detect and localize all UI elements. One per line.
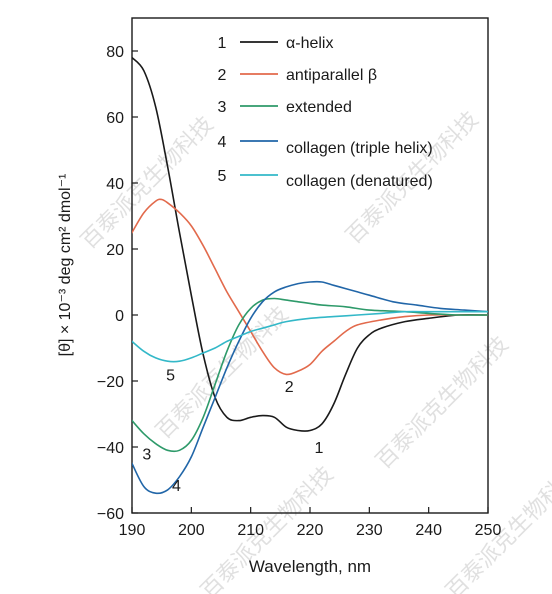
y-tick-label: −20 xyxy=(97,374,124,391)
legend-label: α-helix xyxy=(286,35,333,52)
y-tick-label: 80 xyxy=(106,44,124,61)
x-tick-label: 190 xyxy=(119,522,146,539)
legend-label: extended xyxy=(286,99,352,116)
series-line-antiparallel xyxy=(132,198,488,376)
y-tick-label: −60 xyxy=(97,506,124,523)
y-tick-label: 0 xyxy=(115,308,124,325)
x-tick-label: 240 xyxy=(415,522,442,539)
x-tick-label: 210 xyxy=(237,522,264,539)
legend-number: 4 xyxy=(218,134,227,151)
legend-number: 2 xyxy=(218,67,227,84)
legend: 1 α-helix 2 antiparallel β 3 extended 4 … xyxy=(218,35,433,190)
x-tick-label: 250 xyxy=(475,522,502,539)
y-tick-label: 40 xyxy=(106,176,124,193)
watermark: 百泰派克生物科技 xyxy=(77,112,219,254)
x-axis-ticks: 190 200 210 220 230 240 250 xyxy=(119,507,502,539)
x-axis-label: Wavelength, nm xyxy=(249,557,371,576)
legend-label: collagen (triple helix) xyxy=(286,140,433,157)
y-axis-ticks: 80 60 40 20 0 −20 −40 −60 xyxy=(97,44,138,523)
x-tick-label: 200 xyxy=(178,522,205,539)
watermark: 百泰派克生物科技 xyxy=(372,332,514,474)
series-line-extended xyxy=(132,297,488,453)
legend-label: collagen (denatured) xyxy=(286,173,433,190)
y-tick-label: −40 xyxy=(97,440,124,457)
legend-number: 1 xyxy=(218,35,227,52)
series-line-collagen-denatured xyxy=(132,310,488,363)
y-axis-label: [θ] × 10⁻³ deg cm² dmol⁻¹ xyxy=(57,174,74,357)
series-layer xyxy=(132,56,488,495)
curve-label: 1 xyxy=(314,440,323,457)
series-line-helix xyxy=(132,56,488,432)
x-tick-label: 220 xyxy=(297,522,324,539)
series-line-collagen-triple-helix xyxy=(132,280,488,495)
legend-number: 5 xyxy=(218,168,227,185)
y-tick-label: 60 xyxy=(106,110,124,127)
curve-labels: 1 2 3 4 5 xyxy=(142,367,323,495)
curve-label: 4 xyxy=(172,478,181,495)
legend-label: antiparallel β xyxy=(286,67,377,84)
curve-label: 2 xyxy=(285,379,294,396)
y-tick-label: 20 xyxy=(106,242,124,259)
curve-label: 5 xyxy=(166,367,175,384)
x-tick-label: 230 xyxy=(356,522,383,539)
legend-number: 3 xyxy=(218,99,227,116)
curve-label: 3 xyxy=(142,447,151,464)
